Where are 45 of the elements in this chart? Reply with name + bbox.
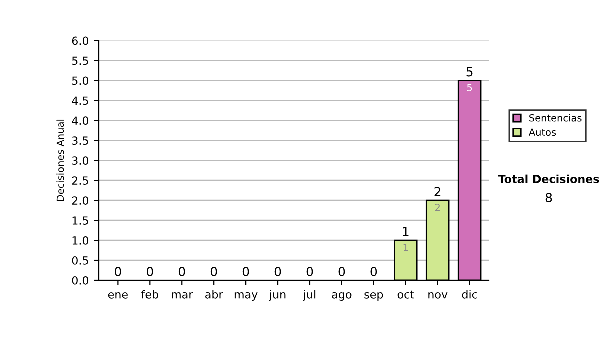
y-tick-label: 1.5 (72, 216, 88, 225)
y-tick-label: 2.5 (72, 176, 88, 186)
y-tick-label: 6.0 (72, 36, 89, 46)
x-tick-label: sep (364, 292, 384, 301)
text: 8 (546, 193, 552, 203)
x-tick-label: ago (332, 292, 352, 301)
x-tick-label: jun (269, 290, 286, 301)
total-label: 0 (274, 267, 282, 276)
y-tick-label: 5.0 (72, 76, 89, 86)
total-label: 0 (178, 267, 186, 276)
data-label: 5 (467, 84, 472, 92)
x-tick-label: dic (462, 290, 478, 299)
y-tick-label: 2.0 (72, 196, 89, 205)
total-label: 5 (466, 67, 473, 77)
y-tick-label: 3.0 (72, 156, 89, 166)
total-label: 1 (403, 227, 409, 236)
x-tick-label: oct (398, 290, 414, 299)
x-tick-label: jul (303, 290, 316, 301)
text: Total Decisiones (498, 174, 600, 184)
y-tick-label: 3.5 (72, 136, 88, 146)
total-label: 0 (210, 267, 218, 276)
x-tick-label: abr (206, 290, 224, 299)
x-tick-label: nov (428, 292, 448, 299)
total-label: 0 (306, 267, 314, 276)
y-tick-label: 1.0 (72, 236, 89, 245)
total-label: 0 (338, 267, 346, 276)
y-tick-label: 4.0 (72, 116, 89, 126)
total-label: 0 (242, 267, 250, 276)
y-axis-title: Decisiones Anual (56, 120, 64, 202)
y-tick-label: 5.5 (72, 56, 88, 66)
total-label: 0 (115, 267, 122, 276)
y-tick-label: 4.5 (72, 96, 88, 106)
x-tick-label: feb (142, 290, 158, 299)
x-tick-label: mar (172, 292, 194, 299)
y-tick-label: 0.0 (72, 276, 89, 285)
data-label: 2 (435, 204, 440, 212)
x-tick-label: ene (108, 292, 128, 299)
total-label: 0 (146, 267, 154, 276)
total-label: 2 (434, 187, 441, 196)
legend-label: Autos (528, 128, 556, 136)
data-label: 1 (404, 244, 408, 252)
x-tick-label: may (234, 292, 258, 301)
total-label: 0 (370, 267, 378, 276)
legend-label: Sentencias (530, 114, 582, 122)
y-tick-label: 0.5 (72, 256, 88, 265)
